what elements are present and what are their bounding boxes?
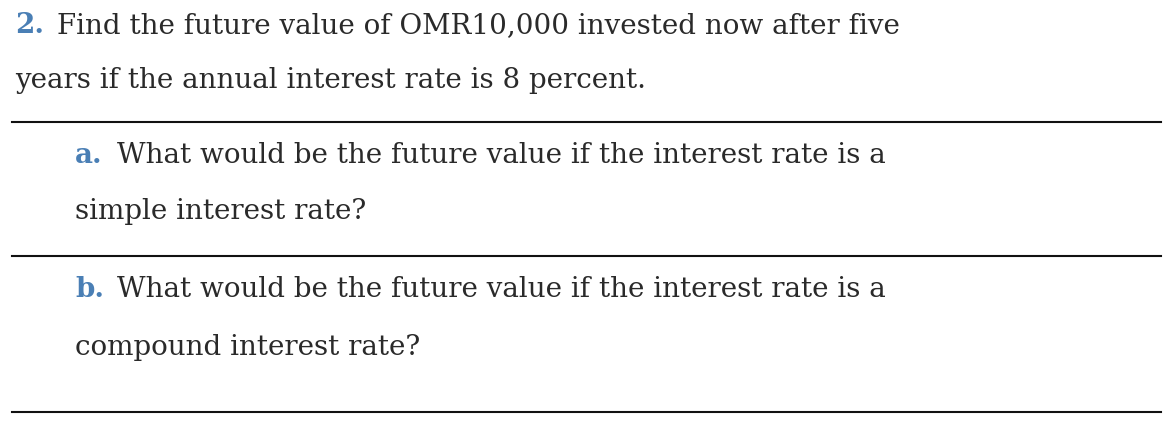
Text: b.: b. xyxy=(75,276,104,303)
Text: Find the future value of OMR10,000 invested now after five: Find the future value of OMR10,000 inves… xyxy=(57,12,900,39)
Text: years if the annual interest rate is 8 percent.: years if the annual interest rate is 8 p… xyxy=(15,67,647,94)
Text: simple interest rate?: simple interest rate? xyxy=(75,198,366,225)
Text: What would be the future value if the interest rate is a: What would be the future value if the in… xyxy=(117,142,886,169)
Text: compound interest rate?: compound interest rate? xyxy=(75,334,420,361)
Text: 2.: 2. xyxy=(15,12,44,39)
Text: What would be the future value if the interest rate is a: What would be the future value if the in… xyxy=(117,276,886,303)
Text: a.: a. xyxy=(75,142,103,169)
